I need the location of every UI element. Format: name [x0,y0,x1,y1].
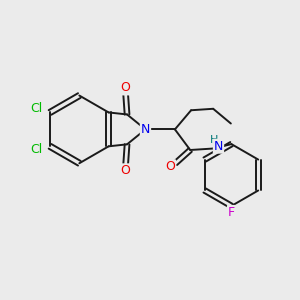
Text: N: N [214,140,223,153]
Text: N: N [141,123,150,136]
Text: O: O [121,81,130,94]
Text: O: O [165,160,175,173]
Text: Cl: Cl [30,143,42,156]
Text: F: F [228,206,235,219]
Text: Cl: Cl [30,102,42,116]
Text: O: O [121,164,130,177]
Text: H: H [210,135,218,145]
